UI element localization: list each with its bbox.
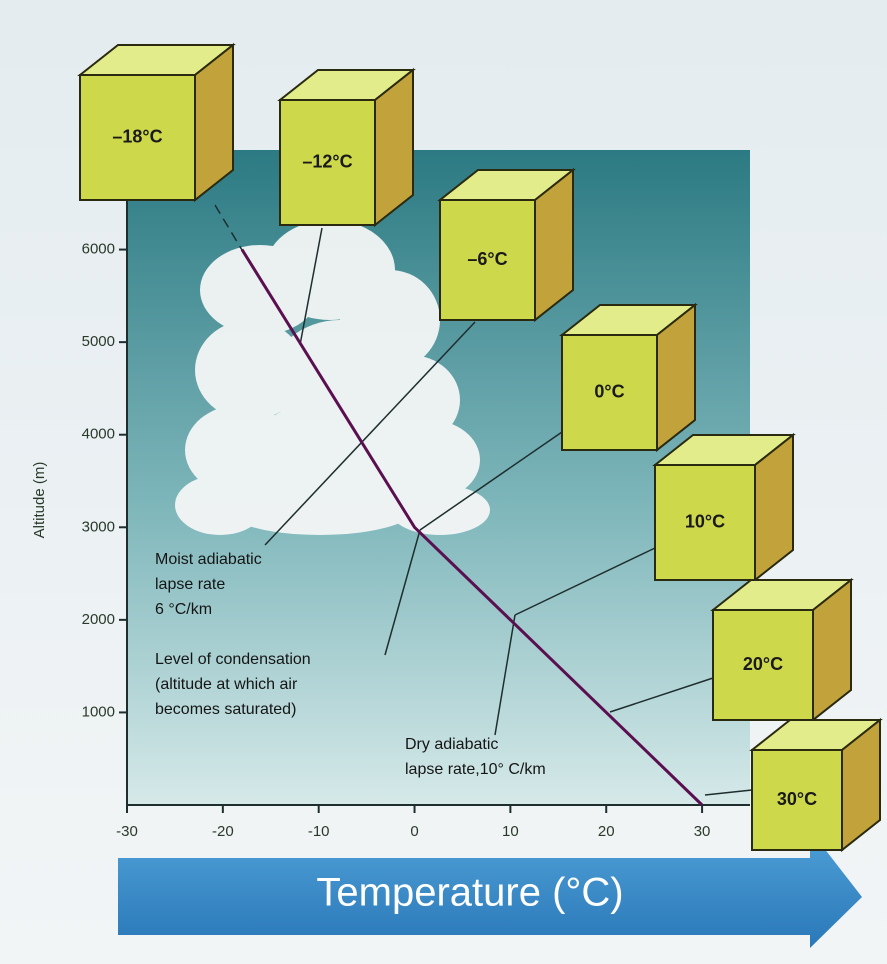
x-axis-label: Temperature (°C) [316,871,623,915]
annotation: Moist adiabatic [155,551,262,568]
x-tick-label: 10 [502,823,519,840]
cube-label: 0°C [594,381,624,401]
annotation: Dry adiabatic [405,736,498,753]
chart: Temperature (°C) Altitude (m) -30 -20 -10 0… [0,0,887,964]
cube-label: –12°C [302,151,352,171]
cube-label: 10°C [685,511,725,531]
x-tick-label: 20 [598,823,615,840]
annotation: 6 °C/km [155,601,212,618]
annotation: (altitude at which air [155,676,298,693]
cube-label: 20°C [743,654,783,674]
x-tick-label: -30 [116,823,138,840]
y-tick-label: 2000 [82,611,115,628]
cube-label: –6°C [467,249,507,269]
y-tick-label: 4000 [82,426,115,443]
y-tick-label: 3000 [82,518,115,535]
x-tick-label: 30 [694,823,711,840]
y-tick-label: 5000 [82,333,115,350]
annotation: lapse rate,10° C/km [405,761,546,778]
x-tick-label: -10 [308,823,330,840]
y-tick-label: 1000 [82,703,115,720]
x-tick-label: -20 [212,823,234,840]
cube-label: 30°C [777,789,817,809]
annotation: becomes saturated) [155,701,296,718]
annotation: Level of condensation [155,651,311,668]
cube-label: –18°C [112,126,162,146]
x-tick-label: 0 [410,823,418,840]
y-axis-label: Altitude (m) [31,462,48,539]
y-tick-label: 6000 [82,241,115,258]
annotation: lapse rate [155,576,225,593]
